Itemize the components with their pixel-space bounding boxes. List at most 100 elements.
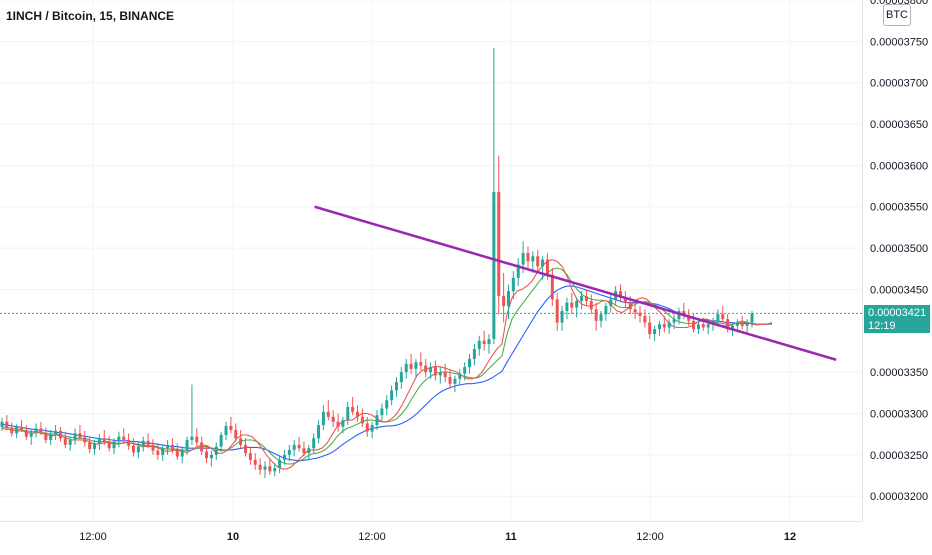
candle-body [268, 466, 272, 472]
candle-body [511, 277, 515, 292]
y-tick-label: 0.00003250 [870, 450, 928, 462]
candle-body [180, 449, 184, 457]
candle-body [287, 449, 291, 455]
candle-body [136, 446, 140, 453]
candle-body [687, 315, 691, 321]
candle-body [531, 256, 535, 262]
price-axis[interactable]: 0.00003800 0.00003750 0.00003700 0.00003650… [870, 0, 928, 503]
candle-body [107, 441, 111, 449]
trendline[interactable] [314, 205, 837, 361]
candle-body [672, 319, 676, 323]
candle-body [619, 291, 623, 298]
candle-body [424, 365, 428, 373]
candle-body [117, 436, 121, 442]
candle-body [701, 324, 705, 328]
candle-body [341, 420, 345, 427]
candle-body [156, 450, 160, 455]
candle-body [297, 444, 301, 449]
candle-body [0, 421, 4, 427]
candle-body [375, 415, 379, 426]
candle-body [731, 325, 735, 330]
candle-body [68, 439, 72, 445]
candle-body [170, 444, 174, 450]
currency-badge[interactable]: BTC [883, 4, 911, 26]
candle-body [97, 438, 101, 445]
candle-body [536, 256, 540, 267]
candle-body [5, 421, 9, 428]
candle-body [404, 363, 408, 373]
y-tick-label: 0.00003550 [870, 202, 928, 214]
x-tick-label: 10 [227, 531, 239, 543]
candle-body [433, 367, 437, 376]
candle-body [477, 340, 481, 349]
candle-body [185, 439, 189, 450]
candle-body [205, 451, 209, 459]
y-tick-label: 0.00003300 [870, 408, 928, 420]
candle-body [166, 444, 170, 449]
candle-body [229, 425, 233, 431]
candle-body [273, 468, 277, 472]
candle-body [492, 191, 496, 340]
candle-body [214, 446, 218, 455]
candle-body [448, 377, 452, 384]
candle-body [604, 305, 608, 315]
candle-body [292, 444, 296, 450]
ma-slow-line [1, 285, 772, 462]
candle-body [88, 442, 92, 450]
candle-body [380, 408, 384, 416]
candle-body [58, 430, 62, 439]
candle-body [706, 324, 710, 328]
candle-body [682, 310, 686, 316]
x-tick-label: 11 [505, 531, 517, 543]
candle-body [643, 315, 647, 323]
candle-body [234, 430, 238, 439]
candle-body [575, 301, 579, 308]
candle-body [580, 296, 584, 302]
y-tick-label: 0.00003800 [870, 0, 928, 7]
candle-body [209, 454, 213, 459]
last-price-value: 0.00003421 [868, 307, 927, 320]
candle-body [346, 406, 350, 421]
y-tick-label: 0.00003350 [870, 367, 928, 379]
candle-body [239, 438, 243, 445]
candle-body [253, 459, 257, 465]
candle-body [282, 454, 286, 460]
candle-body [696, 324, 700, 330]
candle-body [648, 322, 652, 335]
ma-mid-line [1, 267, 773, 465]
candle-body [175, 449, 179, 457]
candle-body [317, 425, 321, 439]
candle-body [443, 372, 447, 378]
candle-body [244, 444, 248, 454]
candle-body [677, 310, 681, 320]
candle-body [321, 411, 325, 426]
y-tick-label: 0.00003650 [870, 119, 928, 131]
candle-body [29, 432, 33, 437]
candle-body [414, 362, 418, 369]
x-tick-label: 12:00 [358, 531, 386, 543]
candle-body [735, 322, 739, 326]
candle-body [370, 425, 374, 432]
candle-body [351, 406, 355, 412]
candle-body [740, 322, 744, 326]
candle-body [15, 426, 19, 434]
candle-body [399, 372, 403, 383]
time-axis[interactable]: 12:00 10 12:00 11 12:00 12 [79, 531, 796, 543]
candle-body [195, 436, 199, 443]
candle-body [278, 459, 282, 469]
candle-body [609, 299, 613, 306]
candle-body [667, 322, 671, 328]
candle-body [594, 309, 598, 321]
candle-body [39, 428, 43, 434]
candle-body [599, 314, 603, 321]
candle-body [726, 319, 730, 330]
candle-body [472, 348, 476, 359]
y-tick-label: 0.00003750 [870, 36, 928, 48]
candle-body [584, 296, 588, 302]
candle-body [356, 411, 360, 417]
candle-body [44, 433, 48, 440]
candle-body [506, 291, 510, 306]
candle-body [248, 453, 252, 460]
